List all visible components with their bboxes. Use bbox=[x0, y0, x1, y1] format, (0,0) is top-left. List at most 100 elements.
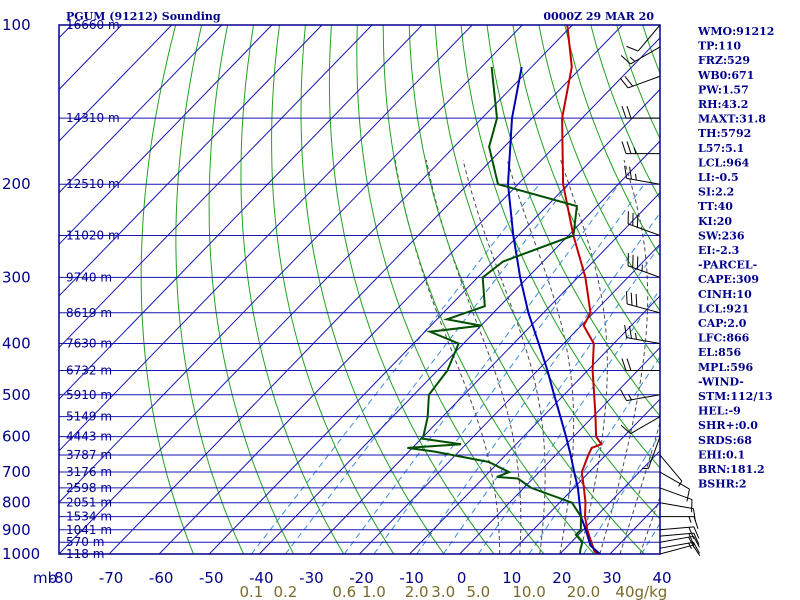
index-item: SI:2.2 bbox=[698, 186, 734, 199]
temperature-tick-label: -60 bbox=[149, 569, 174, 587]
temperature-tick-label: -50 bbox=[199, 569, 224, 587]
isotherm bbox=[108, 25, 623, 554]
wind-barb-flag bbox=[621, 141, 627, 154]
wind-barb bbox=[620, 416, 661, 435]
isobars bbox=[59, 25, 660, 554]
wind-barb-staff bbox=[627, 75, 661, 89]
wind-barb-flag bbox=[693, 526, 700, 539]
wind-barb bbox=[659, 526, 700, 540]
moist-adiabat bbox=[560, 159, 608, 554]
height-label: 2051 m bbox=[66, 496, 112, 510]
temperature-tick-label: 20 bbox=[552, 569, 571, 587]
wind-barb bbox=[627, 253, 661, 278]
wind-barb bbox=[659, 532, 700, 546]
moist-adiabat bbox=[599, 159, 649, 554]
pressure-label: 300 bbox=[2, 268, 31, 286]
wind-barb bbox=[624, 325, 661, 344]
wind-barb-flag bbox=[620, 55, 631, 65]
index-item: -PARCEL- bbox=[698, 259, 757, 272]
wind-barb-flag bbox=[688, 536, 696, 549]
mixing-ratio-label: 1.0 bbox=[362, 583, 386, 600]
wind-barb-half-flag bbox=[627, 393, 632, 401]
temperature-tick-label: 40 bbox=[652, 569, 671, 587]
mixing-ratio-label: 0.6 bbox=[332, 583, 356, 600]
index-item: MAXT:31.8 bbox=[698, 113, 766, 126]
index-item: EHI:0.1 bbox=[698, 448, 745, 461]
moist-adiabat bbox=[462, 159, 546, 554]
index-item: FRZ:529 bbox=[698, 54, 750, 67]
wind-barb-staff bbox=[627, 223, 661, 236]
wind-barb-staff bbox=[659, 526, 694, 531]
wind-barb-flag bbox=[626, 45, 639, 52]
mixing-ratio-line bbox=[583, 433, 660, 554]
isotherm bbox=[559, 450, 660, 554]
mixing-ratio-label: 2.0 bbox=[405, 583, 429, 600]
wind-barb-flag bbox=[625, 291, 628, 305]
isotherm bbox=[59, 25, 223, 194]
wind-barb bbox=[625, 291, 661, 314]
wind-barb-flag bbox=[688, 533, 695, 546]
pressure-label: 800 bbox=[2, 494, 31, 512]
wind-barb-flag bbox=[686, 488, 690, 502]
pressure-label: 100 bbox=[2, 16, 31, 34]
wind-barb-flag bbox=[692, 508, 696, 522]
isotherm bbox=[509, 398, 660, 554]
wind-barb bbox=[626, 24, 661, 52]
index-item: LCL:964 bbox=[698, 156, 750, 169]
wind-barb-staff bbox=[647, 436, 661, 469]
wind-barb-half-flag bbox=[634, 173, 637, 181]
isotherm bbox=[309, 192, 660, 554]
wind-barb-staff bbox=[659, 502, 694, 510]
wind-barb bbox=[627, 211, 661, 236]
wind-barb-staff bbox=[659, 541, 694, 549]
height-label: 4443 m bbox=[66, 430, 112, 444]
wind-barbs bbox=[619, 24, 701, 557]
isotherm bbox=[59, 25, 473, 452]
valid-time: 0000Z 29 MAR 20 bbox=[543, 10, 654, 23]
mixing-ratio-line bbox=[416, 212, 660, 554]
temperature-line bbox=[561, 25, 603, 554]
profiles bbox=[407, 25, 603, 554]
wind-barb-staff bbox=[627, 265, 661, 278]
pressure-label: 1000 bbox=[2, 545, 40, 563]
wind-barb-staff bbox=[626, 394, 661, 402]
wind-barb-half-flag bbox=[633, 147, 637, 154]
height-label: 570 m bbox=[66, 535, 104, 549]
height-label: 16660 m bbox=[66, 18, 120, 32]
pressure-label: 200 bbox=[2, 175, 31, 193]
wind-barb bbox=[620, 46, 661, 65]
wind-barb-half-flag bbox=[634, 332, 637, 340]
isotherm bbox=[59, 25, 523, 504]
height-label: 2598 m bbox=[66, 481, 112, 495]
moist-adiabat bbox=[506, 159, 575, 554]
index-item: CAPE:309 bbox=[698, 273, 759, 286]
height-label: 3787 m bbox=[66, 448, 112, 462]
index-item: HEL:-9 bbox=[698, 405, 741, 418]
height-label: 5910 m bbox=[66, 388, 112, 402]
station-title: PGUM (91212) Sounding bbox=[66, 10, 221, 23]
temperature-tick-label: 10 bbox=[502, 569, 521, 587]
index-item: STM:112/13 bbox=[698, 390, 773, 403]
temperature-tick-label: -20 bbox=[349, 569, 374, 587]
temperature-tick-label: -40 bbox=[249, 569, 274, 587]
moist-adiabat bbox=[619, 421, 660, 554]
wind-barb-staff bbox=[659, 544, 693, 555]
temperature-tick-label: -10 bbox=[399, 569, 424, 587]
wind-barb-flag bbox=[693, 536, 700, 548]
wind-barb-staff bbox=[627, 303, 661, 314]
index-item: TH:5792 bbox=[698, 127, 751, 140]
height-label: 9740 m bbox=[66, 270, 112, 284]
pressure-unit-label: mb bbox=[33, 569, 57, 587]
wind-barb bbox=[659, 535, 700, 549]
index-item: CAP:2.0 bbox=[698, 317, 747, 330]
dewpoint-line bbox=[407, 66, 584, 554]
height-label: 5149 m bbox=[66, 410, 112, 424]
moist-adiabat bbox=[639, 495, 660, 554]
wind-barb-flag bbox=[629, 166, 632, 180]
pressure-label: 400 bbox=[2, 334, 31, 352]
height-label: 1534 m bbox=[66, 510, 112, 524]
temperature-tick-label: -70 bbox=[99, 569, 124, 587]
wind-barb-flag bbox=[626, 141, 632, 154]
